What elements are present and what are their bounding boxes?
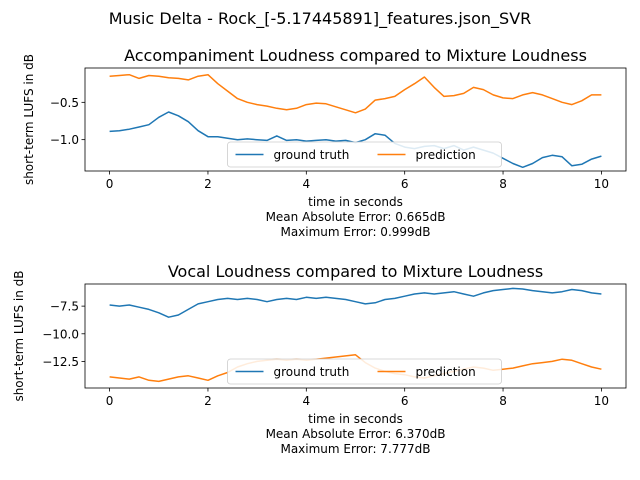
x-tick-label: 8 xyxy=(499,177,507,191)
x-tick-label: 4 xyxy=(302,394,310,408)
legend: ground truth prediction xyxy=(227,358,502,385)
chart-title: Accompaniment Loudness compared to Mixtu… xyxy=(124,46,587,65)
legend-label-prediction: prediction xyxy=(416,148,476,162)
x-tick-label: 2 xyxy=(204,177,212,191)
x-axis-label: time in seconds xyxy=(308,195,403,209)
legend-label-prediction: prediction xyxy=(416,365,476,379)
mean-absolute-error-label: Mean Absolute Error: 0.665dB xyxy=(266,210,446,224)
legend: ground truth prediction xyxy=(227,141,502,168)
x-tick-label: 8 xyxy=(499,394,507,408)
x-tick-label: 4 xyxy=(302,177,310,191)
series-line-prediction xyxy=(109,354,602,383)
y-tick-label: −10.0 xyxy=(42,327,79,341)
maximum-error-label: Maximum Error: 7.777dB xyxy=(280,442,430,456)
x-axis-label: time in seconds xyxy=(308,412,403,426)
y-axis-label: short-term LUFS in dB xyxy=(12,270,26,401)
x-tick-label: 2 xyxy=(204,394,212,408)
maximum-error-label: Maximum Error: 0.999dB xyxy=(280,225,430,239)
legend-label-ground-truth: ground truth xyxy=(274,148,350,162)
legend-box xyxy=(227,141,502,168)
x-tick-label: 6 xyxy=(401,177,409,191)
x-tick-label: 10 xyxy=(594,394,609,408)
y-tick-label: −7.5 xyxy=(50,300,79,314)
x-tick-label: 0 xyxy=(106,177,114,191)
plot-frame xyxy=(84,283,627,389)
legend-label-ground-truth: ground truth xyxy=(274,365,350,379)
legend-box xyxy=(227,358,502,385)
chart-title: Vocal Loudness compared to Mixture Loudn… xyxy=(168,262,543,281)
plot-frame xyxy=(84,67,627,172)
vocal-chart: Vocal Loudness compared to Mixture Loudn… xyxy=(12,262,627,456)
series-line-ground-truth xyxy=(109,287,602,318)
accompaniment-chart: Accompaniment Loudness compared to Mixtu… xyxy=(22,46,627,239)
x-tick-label: 6 xyxy=(401,394,409,408)
y-tick-label: −1.0 xyxy=(50,133,79,147)
series-line-prediction xyxy=(109,73,602,114)
y-tick-label: −0.5 xyxy=(50,96,79,110)
y-axis-label: short-term LUFS in dB xyxy=(22,54,36,185)
x-tick-label: 10 xyxy=(594,177,609,191)
mean-absolute-error-label: Mean Absolute Error: 6.370dB xyxy=(266,427,446,441)
y-tick-label: −12.5 xyxy=(42,355,79,369)
x-tick-label: 0 xyxy=(106,394,114,408)
figure-suptitle: Music Delta - Rock_[-5.17445891]_feature… xyxy=(109,9,532,29)
